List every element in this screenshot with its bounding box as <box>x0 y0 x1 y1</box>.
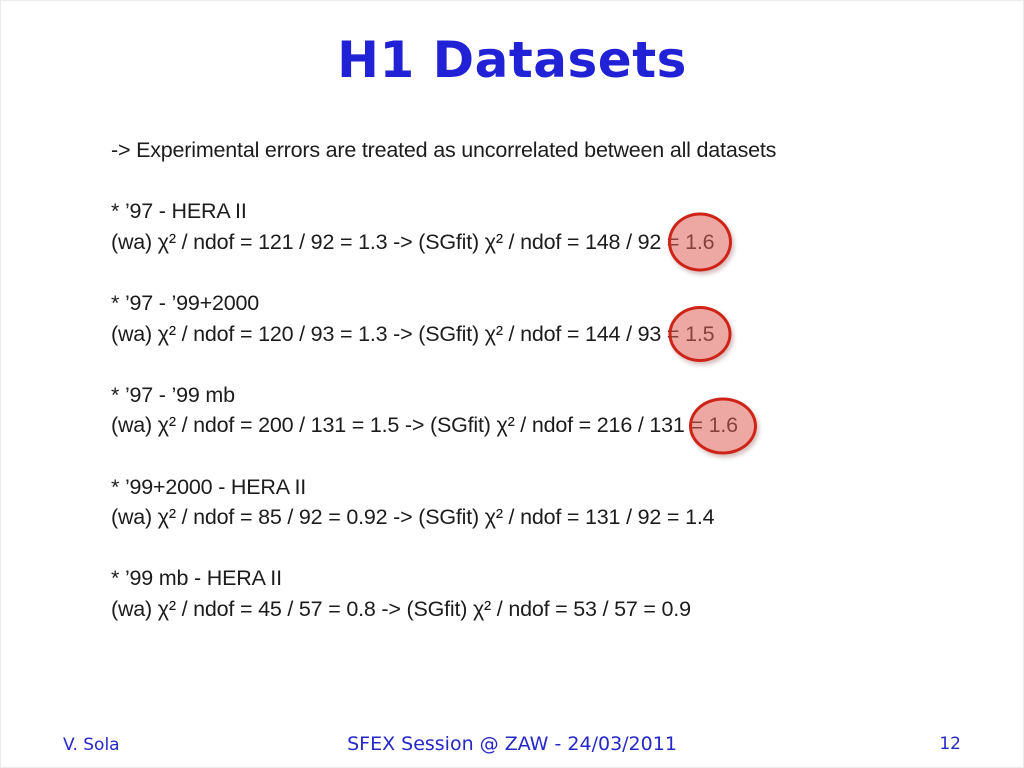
dataset-block: * ’97 - HERA II (wa) χ² / ndof = 121 / 9… <box>111 196 991 272</box>
result-value: 1.5 <box>685 321 715 346</box>
dataset-block: * ’99+2000 - HERA II (wa) χ² / ndof = 85… <box>111 472 991 533</box>
chi2-formula-text: (wa) χ² / ndof = 85 / 92 = 0.92 -> (SGfi… <box>111 505 686 530</box>
footer-page-number: 12 <box>939 734 961 754</box>
result-value: 1.6 <box>708 413 738 438</box>
result-value: 0.9 <box>661 596 691 621</box>
result-value: 1.4 <box>685 505 715 530</box>
footer-author: V. Sola <box>63 735 120 755</box>
highlighted-result: 1.5 <box>668 305 732 362</box>
chi2-formula-text: (wa) χ² / ndof = 45 / 57 = 0.8 -> (SGfit… <box>111 596 662 621</box>
chi2-comparison-line: (wa) χ² / ndof = 45 / 57 = 0.8 -> (SGfit… <box>111 594 991 625</box>
dataset-pair-heading: * ’99 mb - HERA II <box>111 566 282 591</box>
dataset-block: * ’97 - ’99+2000 (wa) χ² / ndof = 120 / … <box>111 288 991 362</box>
dataset-pair-heading: * ’97 - ’99+2000 <box>111 290 260 315</box>
chi2-formula-text: (wa) χ² / ndof = 121 / 92 = 1.3 -> (SGfi… <box>111 229 686 254</box>
chi2-formula-text: (wa) χ² / ndof = 200 / 131 = 1.5 -> (SGf… <box>111 413 709 438</box>
result-value: 1.6 <box>685 229 715 254</box>
dataset-block: * ’99 mb - HERA II (wa) χ² / ndof = 45 /… <box>111 563 991 624</box>
chi2-comparison-line: (wa) χ² / ndof = 121 / 92 = 1.3 -> (SGfi… <box>111 212 991 272</box>
highlighted-result: 1.6 <box>689 397 758 455</box>
footer-session-title: SFEX Session @ ZAW - 24/03/2011 <box>347 733 677 755</box>
dataset-pair-heading: * ’97 - HERA II <box>111 199 247 224</box>
dataset-pair-heading: * ’99+2000 - HERA II <box>111 474 306 499</box>
intro-statement: -> Experimental errors are treated as un… <box>111 138 777 162</box>
slide-body: -> Experimental errors are treated as un… <box>111 135 991 625</box>
dataset-block: * ’97 - ’99 mb (wa) χ² / ndof = 200 / 13… <box>111 380 991 455</box>
chi2-comparison-line: (wa) χ² / ndof = 85 / 92 = 0.92 -> (SGfi… <box>111 502 991 533</box>
slide-title: H1 Datasets <box>337 31 687 89</box>
chi2-comparison-line: (wa) χ² / ndof = 200 / 131 = 1.5 -> (SGf… <box>111 397 991 455</box>
chi2-comparison-line: (wa) χ² / ndof = 120 / 93 = 1.3 -> (SGfi… <box>111 305 991 362</box>
highlighted-result: 1.6 <box>667 212 732 272</box>
slide-footer: V. Sola SFEX Session @ ZAW - 24/03/2011 … <box>1 732 1023 762</box>
dataset-pair-heading: * ’97 - ’99 mb <box>111 382 235 407</box>
chi2-formula-text: (wa) χ² / ndof = 120 / 93 = 1.3 -> (SGfi… <box>111 321 686 346</box>
